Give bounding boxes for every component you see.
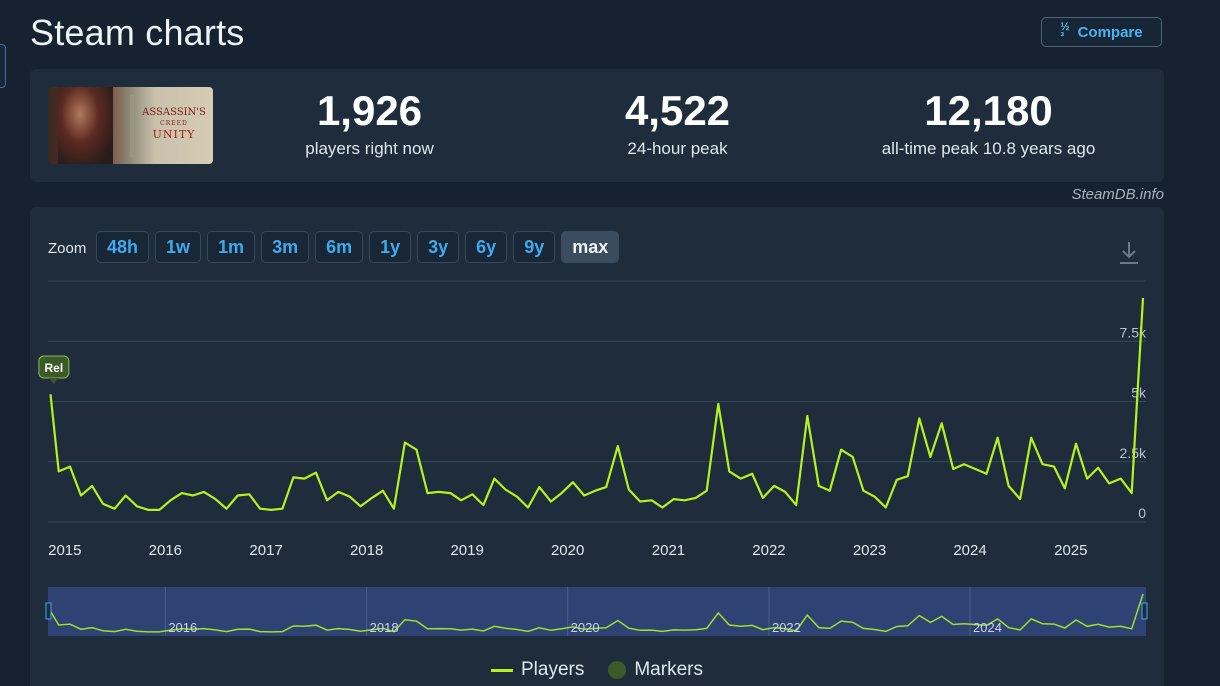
legend-item-markers[interactable]: Markers: [608, 659, 703, 681]
navigator-series-line: [49, 593, 1144, 633]
stat-value: 4,522: [624, 87, 731, 134]
x-tick-label: 2023: [853, 542, 886, 559]
players-series-line: [49, 297, 1145, 511]
zoom-button-48h[interactable]: 48h: [96, 231, 150, 263]
zoom-label: Zoom: [48, 240, 87, 257]
stat-label: players right now: [305, 139, 434, 158]
x-tick-label: 2018: [350, 542, 383, 559]
stat-current-players: 1,926 players right now: [278, 87, 461, 159]
zoom-button-group: 48h 1w 1m 3m 6m 1y 3y 6y 9y max: [96, 231, 620, 263]
navigator-handle-left[interactable]: [45, 602, 52, 620]
navigator-label: 2016: [168, 620, 197, 635]
marker-label: Rel: [45, 361, 64, 375]
zoom-button-1y[interactable]: 1y: [369, 231, 412, 263]
zoom-button-1w[interactable]: 1w: [155, 231, 202, 263]
stat-24h-peak: 4,522 24-hour peak: [586, 87, 769, 159]
y-tick-label: 7.5k: [1120, 324, 1147, 340]
page-title: Steam charts: [30, 12, 245, 53]
game-logo: ASSASSIN'S CREED UNITY: [142, 107, 206, 141]
release-marker[interactable]: Rel: [38, 355, 70, 384]
stat-label: all-time peak 10.8 years ago: [881, 139, 1096, 158]
x-tick-label: 2021: [652, 542, 685, 559]
navigator-label: 2024: [973, 620, 1002, 635]
stat-value: 12,180: [924, 87, 1053, 134]
stats-card: ASSASSIN'S CREED UNITY 1,926 players rig…: [30, 69, 1164, 182]
stat-label: 24-hour peak: [627, 139, 728, 158]
x-tick-label: 2019: [450, 542, 483, 559]
legend-label-players: Players: [521, 659, 585, 680]
y-tick-label: 0: [1138, 505, 1146, 521]
x-tick-label: 2016: [149, 542, 182, 559]
stat-all-time-peak: 12,180 all-time peak 10.8 years ago: [856, 87, 1121, 159]
zoom-button-max[interactable]: max: [561, 231, 620, 263]
y-tick-label: 5k: [1131, 385, 1147, 401]
stat-value: 1,926: [316, 87, 423, 134]
navigator-handle-right[interactable]: [1141, 602, 1148, 620]
compare-label: Compare: [1077, 23, 1143, 41]
zoom-button-1m[interactable]: 1m: [207, 231, 256, 263]
zoom-button-3m[interactable]: 3m: [261, 231, 310, 263]
chart-legend: Players Markers: [30, 659, 1164, 681]
x-tick-label: 2020: [551, 542, 584, 559]
x-tick-label: 2015: [48, 542, 81, 559]
x-tick-label: 2017: [249, 542, 282, 559]
legend-line-icon: [491, 668, 513, 672]
legend-label-markers: Markers: [634, 659, 703, 680]
legend-dot-icon: [608, 661, 627, 679]
credit-link[interactable]: SteamDB.info: [1071, 186, 1164, 203]
zoom-button-3y[interactable]: 3y: [417, 231, 460, 263]
x-tick-label: 2025: [1054, 542, 1087, 559]
side-panel-tab[interactable]: [0, 44, 6, 88]
zoom-button-9y[interactable]: 9y: [513, 231, 556, 263]
x-tick-label: 2022: [752, 542, 785, 559]
navigator-label: 2018: [370, 620, 399, 635]
zoom-button-6y[interactable]: 6y: [465, 231, 508, 263]
navigator-label: 2022: [772, 620, 801, 635]
zoom-button-6m[interactable]: 6m: [315, 231, 364, 263]
game-cover-image[interactable]: ASSASSIN'S CREED UNITY: [48, 87, 213, 164]
chart-card: Zoom 48h 1w 1m 3m 6m 1y 3y 6y 9y max 0 2.5k 5k 7.5k …: [30, 207, 1164, 686]
download-icon[interactable]: [1118, 240, 1140, 266]
navigator-label: 2020: [571, 620, 600, 635]
x-tick-label: 2024: [953, 542, 986, 559]
legend-item-players[interactable]: Players: [491, 659, 584, 681]
